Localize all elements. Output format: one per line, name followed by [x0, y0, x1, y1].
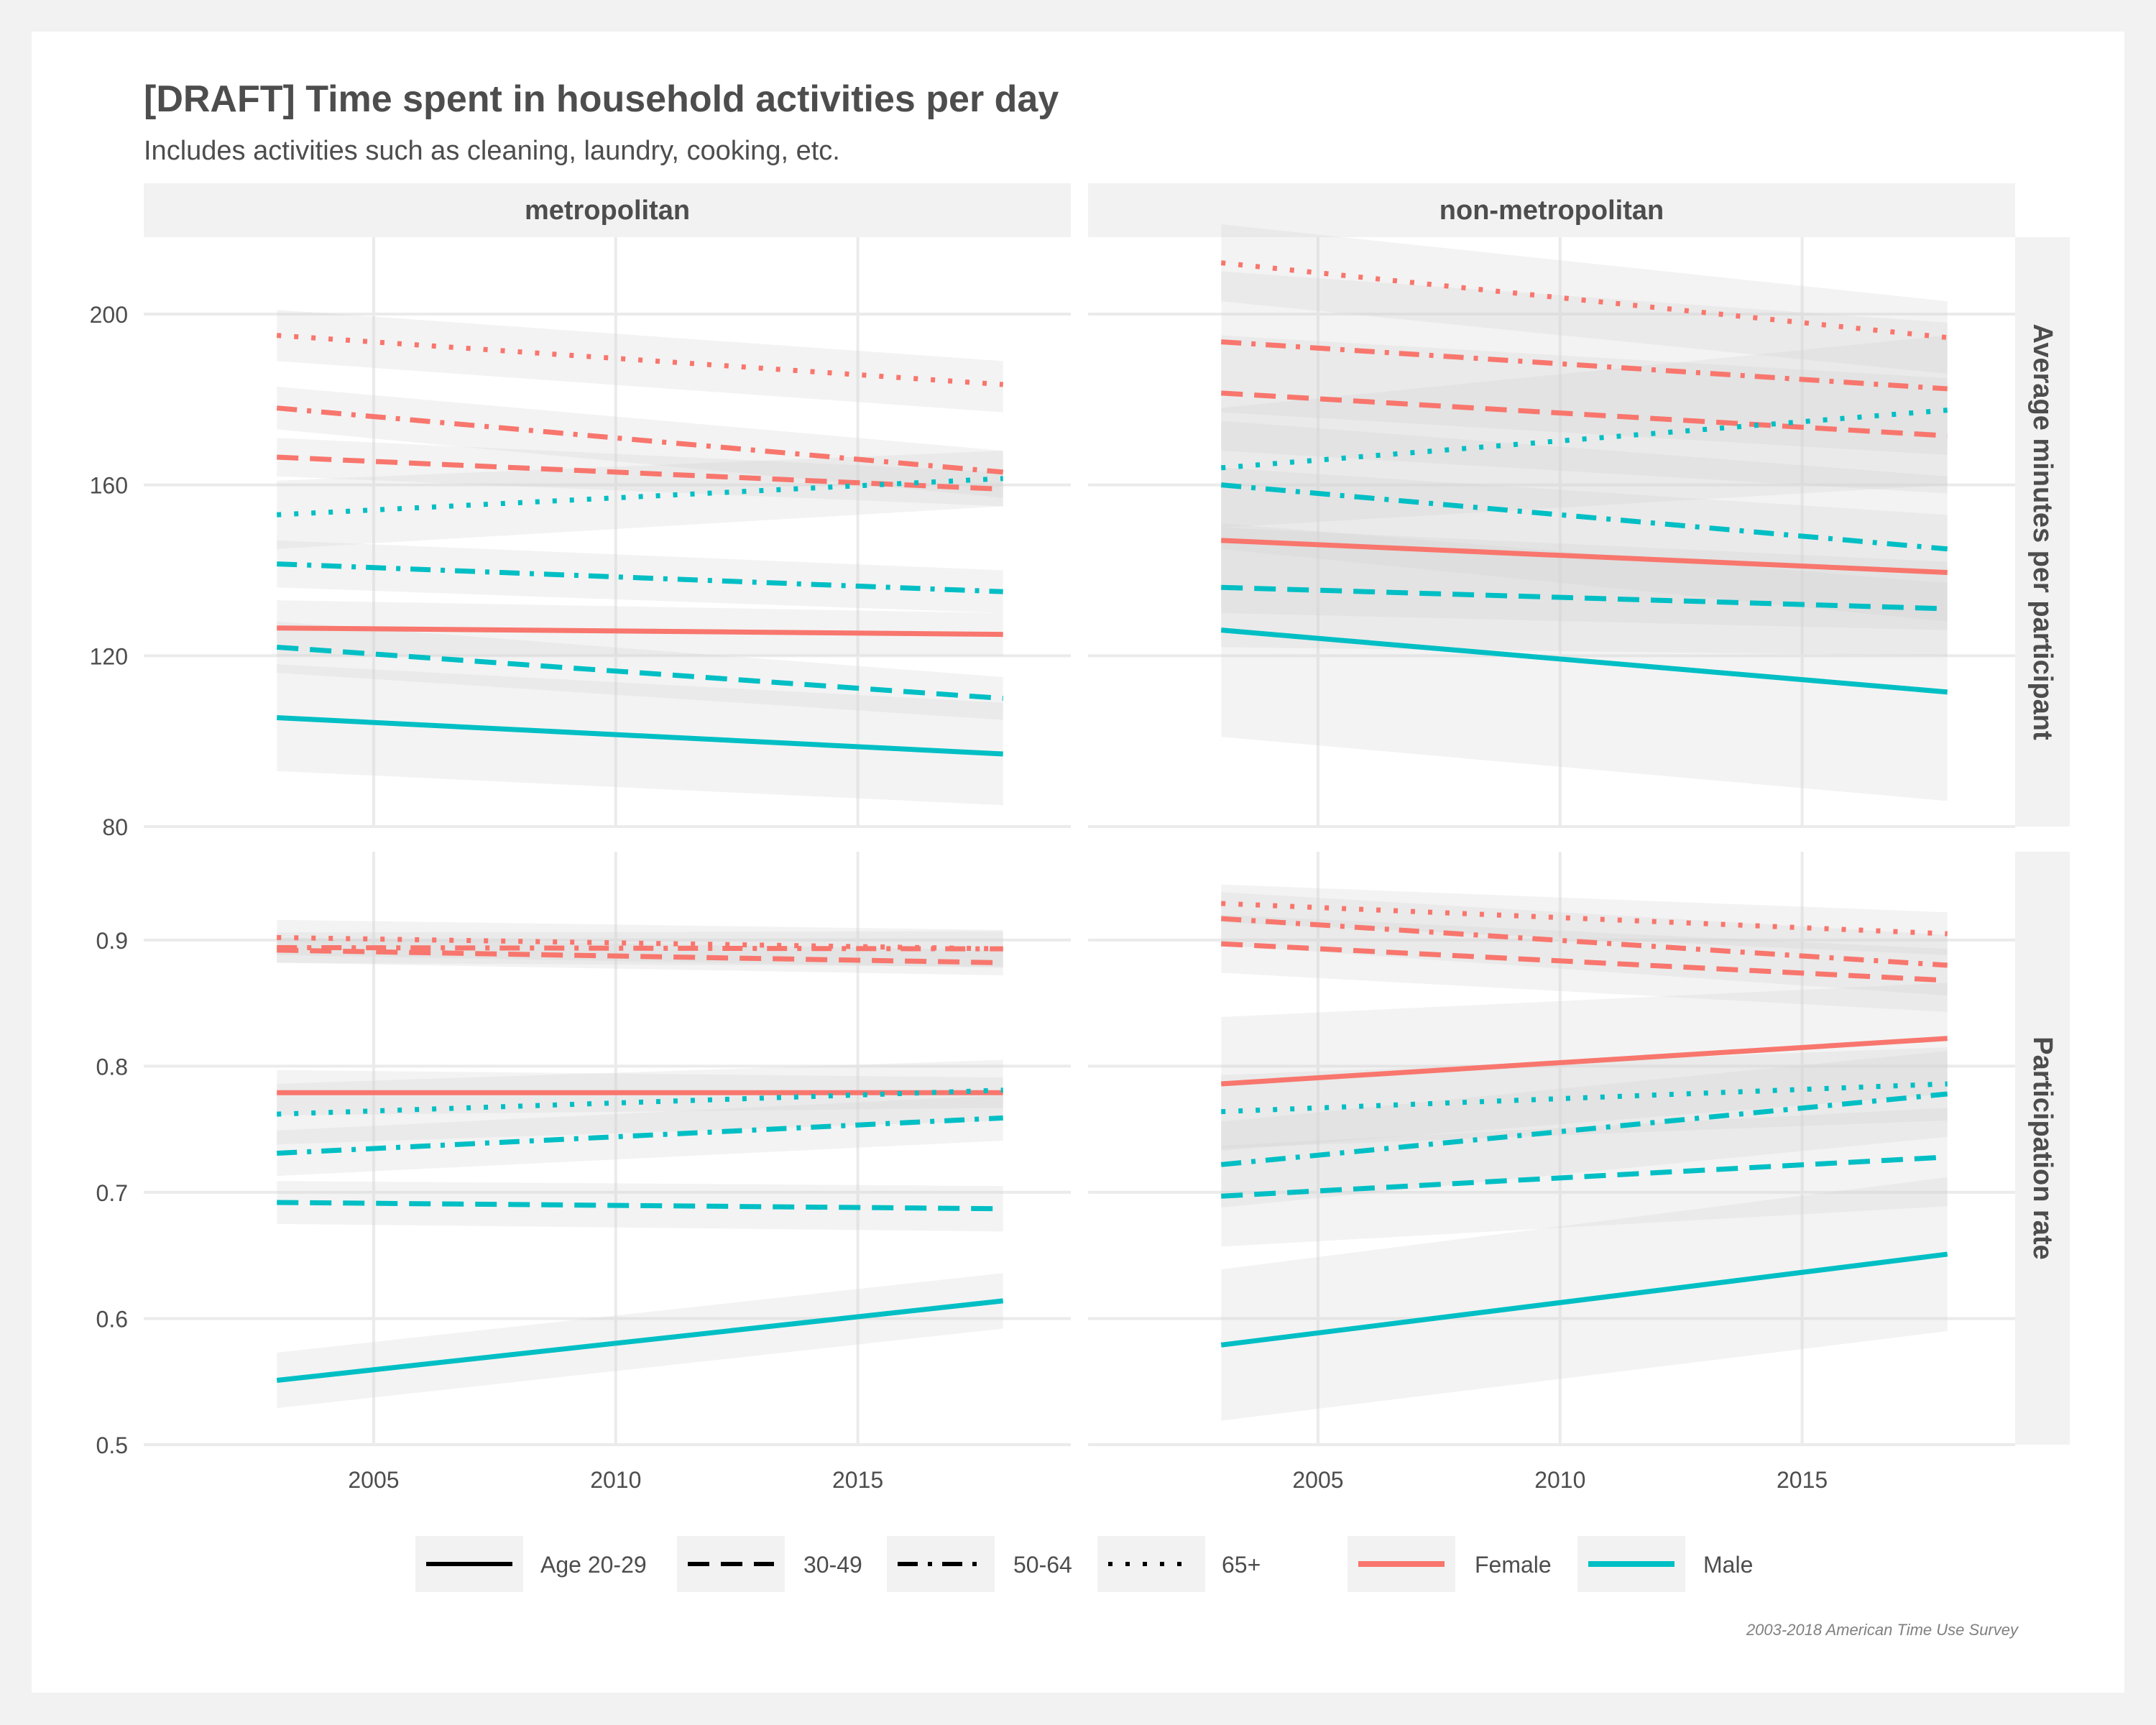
x-tick-label: 2005: [348, 1467, 399, 1493]
trend-line-female-age-20-29: [1221, 538, 1948, 575]
panel-metropolitan-average-minutes-per-participant: [144, 237, 1071, 828]
chart-background: [32, 32, 2124, 1693]
trend-line-female-age-20-29: [277, 625, 1003, 638]
trend-line-female-50-64: [1221, 916, 1948, 968]
strip-average-minutes-per-participant: [2015, 237, 2070, 827]
y-tick-label: 0.9: [96, 928, 128, 954]
trend-line-male-age-20-29: [276, 1298, 1004, 1383]
chart-caption: 2003-2018 American Time Use Survey: [1746, 1621, 2019, 1639]
strip-label-non-metropolitan: non-metropolitan: [1439, 196, 1664, 226]
legend: Age 20-29 30-49 50-64 65+ Female Male: [415, 1536, 1753, 1592]
legend-label: Male: [1703, 1552, 1753, 1578]
legend-label: 65+: [1222, 1552, 1261, 1578]
trend-line-male-30-49: [1221, 584, 1948, 612]
trend-line-female-65: [1221, 901, 1948, 937]
panel-non-metropolitan-participation-rate: [1088, 852, 2015, 1446]
ci-ribbon-female-age-20-29: [277, 600, 1003, 656]
ci-ribbon-female-30-49: [1221, 914, 1948, 1012]
y-tick-label: 0.8: [96, 1054, 128, 1080]
trend-line-female-65: [277, 934, 1003, 952]
trend-line-male-65: [277, 476, 1003, 518]
trend-line-female-50-64: [276, 405, 1003, 475]
x-tick-label: 2015: [1777, 1467, 1828, 1493]
ci-ribbon-male-65: [1221, 335, 1948, 528]
x-tick-label: 2010: [590, 1467, 641, 1493]
trend-line-male-30-49: [1221, 1154, 1948, 1199]
trend-line-female-65: [1220, 260, 1948, 341]
x-tick-label: 2010: [1534, 1467, 1585, 1493]
ci-ribbon-male-65: [277, 451, 1003, 549]
legend-label: 30-49: [803, 1552, 862, 1578]
ci-ribbon-male-30-49: [277, 1181, 1003, 1232]
y-tick-label: 120: [90, 643, 128, 669]
legend-label: Age 20-29: [540, 1552, 647, 1578]
trend-line-female-age-20-29: [1221, 1036, 1948, 1087]
trend-line-female-65: [277, 333, 1003, 387]
strip-metropolitan: [144, 183, 1071, 237]
trend-line-male-age-20-29: [1220, 627, 1948, 695]
y-tick-label: 200: [90, 302, 128, 328]
trend-line-male-50-64: [1220, 1091, 1948, 1167]
y-tick-label: 0.6: [96, 1306, 128, 1332]
y-tick-label: 0.7: [96, 1180, 128, 1206]
legend-key-bg: [1097, 1536, 1205, 1592]
panels: metropolitan non-metropolitan Average minu…: [90, 183, 2070, 1493]
trend-line-female-50-64: [1221, 339, 1948, 392]
trend-line-male-50-64: [1220, 482, 1948, 552]
trend-line-male-50-64: [277, 1115, 1003, 1156]
ci-ribbon-female-age-20-29: [1221, 467, 1948, 630]
ci-ribbon-male-30-49: [1221, 528, 1948, 656]
strip-label-average-minutes-per-participant: Average minutes per participant: [2027, 323, 2058, 740]
trend-line-male-65: [277, 1087, 1003, 1117]
x-tick-label: 2005: [1292, 1467, 1343, 1493]
trend-line-female-30-49: [1221, 941, 1948, 983]
trend-line-male-30-49: [277, 644, 1003, 702]
trend-line-male-age-20-29: [277, 714, 1003, 757]
trend-line-female-30-49: [277, 947, 1003, 965]
legend-label: Female: [1475, 1552, 1552, 1578]
y-tick-label: 160: [90, 473, 128, 499]
ci-ribbon-male-30-49: [1221, 1108, 1948, 1247]
strip-label-metropolitan: metropolitan: [525, 196, 690, 226]
y-tick-label: 0.5: [96, 1432, 128, 1458]
ci-ribbon-female-age-20-29: [1221, 983, 1948, 1151]
ci-ribbon-female-30-49: [277, 438, 1003, 507]
strip-participation-rate: [2015, 852, 2070, 1445]
trend-line-female-30-49: [1221, 390, 1948, 438]
trend-line-male-50-64: [277, 561, 1003, 594]
trend-line-male-65: [1221, 1081, 1948, 1115]
x-tick-label: 2015: [832, 1467, 883, 1493]
chart-subtitle: Includes activities such as cleaning, la…: [144, 136, 840, 166]
trend-line-male-age-20-29: [1220, 1251, 1948, 1348]
strip-non-metropolitan: [1088, 183, 2015, 237]
ci-ribbon-male-50-64: [1221, 420, 1948, 622]
chart-title: [DRAFT] Time spent in household activiti…: [144, 78, 1059, 120]
trend-line-female-50-64: [277, 944, 1003, 952]
panel-non-metropolitan-average-minutes-per-participant: [1088, 224, 2015, 828]
trend-line-male-30-49: [277, 1200, 1003, 1212]
strip-label-participation-rate: Participation rate: [2027, 1036, 2058, 1259]
y-tick-label: 80: [102, 814, 128, 840]
trend-line-male-65: [1220, 408, 1948, 471]
legend-label: 50-64: [1013, 1552, 1072, 1578]
panel-metropolitan-participation-rate: [144, 852, 1071, 1446]
